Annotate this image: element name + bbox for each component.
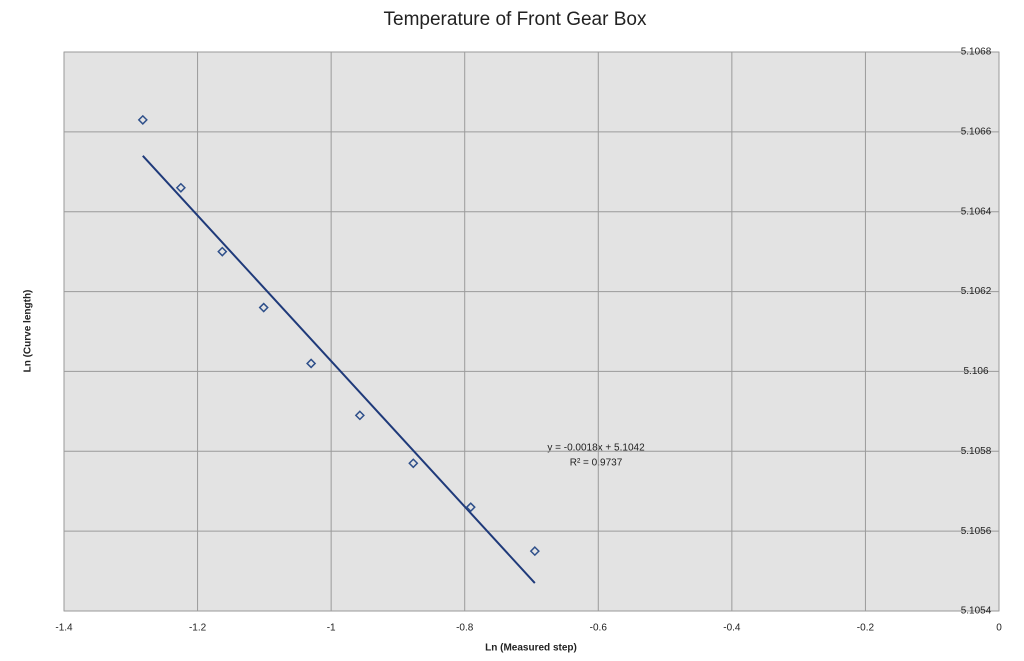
marker [529, 546, 540, 557]
marker [175, 182, 186, 193]
x-tick-label: -1.4 [55, 623, 73, 634]
x-tick-label: -0.2 [857, 623, 875, 634]
y-tick-label: 5.1064 [961, 206, 992, 217]
y-tick-label: 5.1066 [961, 126, 992, 137]
annotation: y = -0.0018x + 5.1042 [547, 443, 645, 454]
x-tick-label: -1.2 [189, 623, 207, 634]
annotation: R² = 0.9737 [570, 458, 623, 469]
chart-title: Temperature of Front Gear Box [384, 9, 647, 30]
marker [258, 302, 269, 313]
marker [137, 114, 148, 125]
y-tick-label: 5.1056 [961, 526, 992, 537]
y-tick-label: 5.1054 [961, 606, 992, 617]
x-tick-label: -0.4 [723, 623, 741, 634]
marker [408, 458, 419, 469]
x-tick-label: -0.6 [590, 623, 608, 634]
marker [306, 358, 317, 369]
x-tick-label: -1 [327, 623, 336, 634]
marker [354, 410, 365, 421]
y-axis-label: Ln (Curve length) [23, 290, 34, 373]
marker [465, 502, 476, 513]
y-tick-label: 5.1062 [961, 286, 992, 297]
x-tick-label: -0.8 [456, 623, 474, 634]
marker [217, 246, 228, 257]
trendline [142, 155, 536, 584]
x-axis-label: Ln (Measured step) [485, 643, 577, 654]
x-tick-label: 0 [996, 623, 1002, 634]
y-tick-label: 5.1058 [961, 446, 992, 457]
plot-area [63, 51, 1000, 612]
y-tick-label: 5.1068 [961, 47, 992, 58]
y-tick-label: 5.106 [963, 366, 988, 377]
